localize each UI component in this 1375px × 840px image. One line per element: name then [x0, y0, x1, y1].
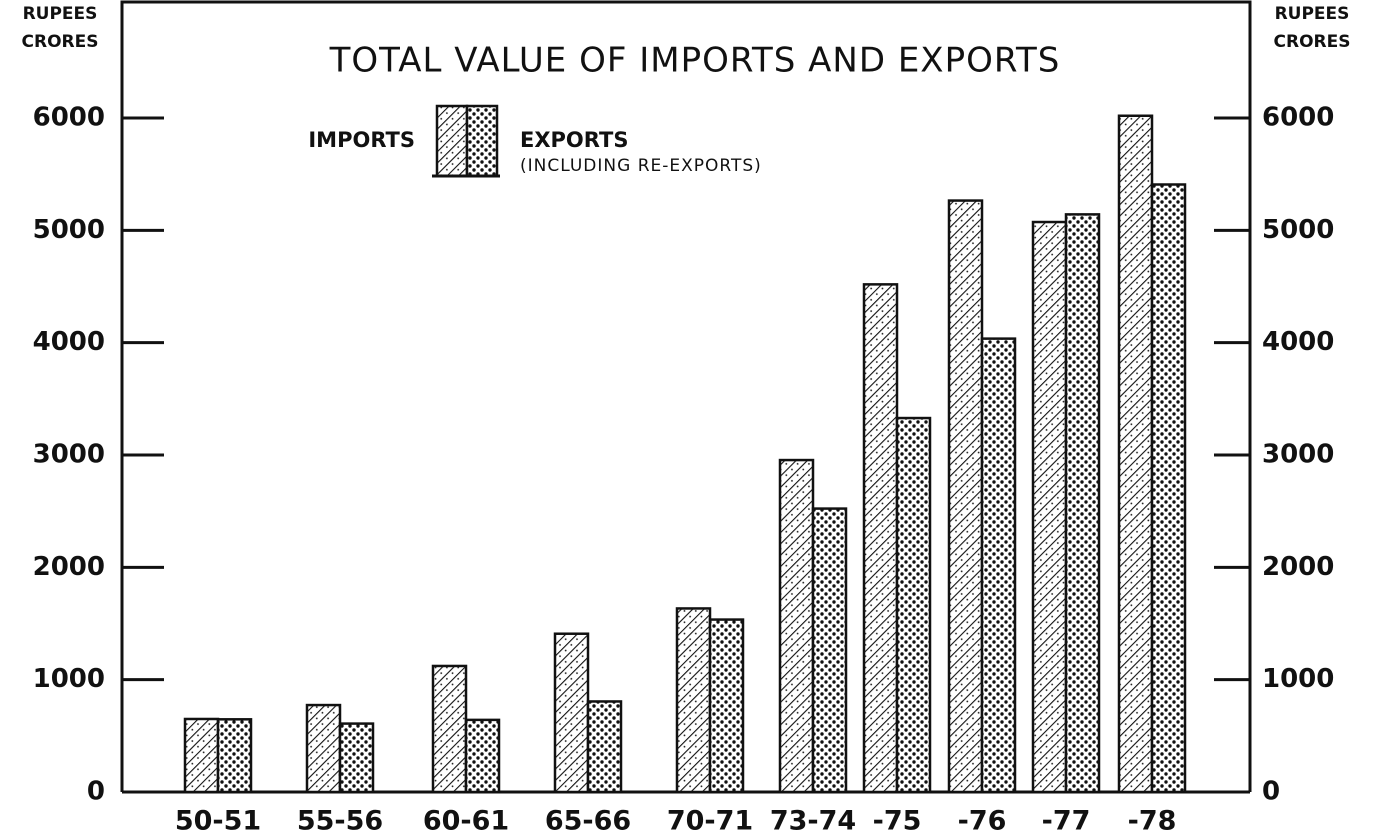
y-tick-label: 0 — [87, 777, 105, 807]
y2-axis-label: RUPEES — [1275, 4, 1350, 24]
bar — [586, 700, 623, 794]
y-tick-label: 4000 — [33, 327, 105, 357]
x-tick-label: 50-51 — [175, 806, 261, 837]
y-tick-label: 2000 — [33, 552, 105, 582]
bar — [675, 607, 712, 794]
legend-swatch — [465, 104, 499, 178]
y2-tick-label: 4000 — [1262, 327, 1334, 357]
x-tick-label: 65-66 — [545, 806, 631, 837]
bar — [1117, 114, 1154, 794]
y-tick-label: 3000 — [33, 440, 105, 470]
legend-label: IMPORTS — [308, 128, 415, 152]
bar — [980, 337, 1017, 794]
bar — [1150, 183, 1187, 794]
x-tick-label: 55-56 — [297, 806, 383, 837]
y2-tick-label: 6000 — [1262, 103, 1334, 133]
y2-tick-label: 0 — [1262, 777, 1280, 807]
bar — [947, 199, 984, 794]
y-tick-label: 1000 — [33, 664, 105, 694]
y-axis-label: CRORES — [22, 32, 99, 52]
x-tick-label: -75 — [873, 806, 922, 837]
x-tick-label: -77 — [1042, 806, 1091, 837]
legend-label: EXPORTS — [520, 128, 628, 152]
y-axis-label: RUPEES — [23, 4, 98, 24]
bar — [895, 416, 932, 794]
legend-note: (INCLUDING RE-EXPORTS) — [520, 156, 762, 176]
x-tick-label: -78 — [1128, 806, 1177, 837]
bar — [431, 664, 468, 794]
y2-tick-label: 1000 — [1262, 664, 1334, 694]
x-tick-label: 73-74 — [770, 806, 856, 837]
bar — [708, 618, 745, 794]
chart-title: TOTAL VALUE OF IMPORTS AND EXPORTS — [329, 41, 1061, 81]
y2-axis-label: CRORES — [1274, 32, 1351, 52]
x-tick-label: -76 — [958, 806, 1007, 837]
frame — [120, 0, 1252, 792]
bar — [305, 703, 342, 794]
bar — [553, 632, 590, 794]
y2-tick-label: 2000 — [1262, 552, 1334, 582]
bar — [862, 283, 899, 794]
bar — [811, 507, 848, 794]
bar — [1031, 220, 1068, 794]
y-tick-label: 5000 — [33, 215, 105, 245]
x-tick-label: 70-71 — [667, 806, 753, 837]
y2-tick-label: 5000 — [1262, 215, 1334, 245]
x-tick-label: 60-61 — [423, 806, 509, 837]
bar — [183, 717, 220, 794]
bar — [1064, 213, 1101, 794]
bar — [338, 722, 375, 794]
legend-swatch — [435, 104, 469, 178]
bar — [216, 718, 253, 794]
bar — [778, 458, 815, 794]
y2-tick-label: 3000 — [1262, 440, 1334, 470]
y-tick-label: 6000 — [33, 103, 105, 133]
bar — [464, 718, 501, 794]
